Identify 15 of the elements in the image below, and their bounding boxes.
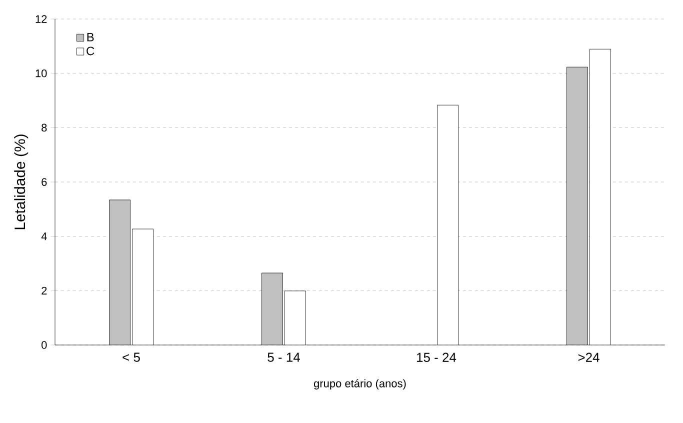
x-tick-label: >24 [578, 352, 600, 362]
y-tick-label: 4 [41, 232, 47, 240]
x-tick-label: 15 - 24 [417, 352, 456, 362]
y-axis-title: Letalidade (%) [14, 134, 28, 230]
y-tick-label: 2 [42, 286, 47, 294]
x-axis-title: grupo etário (anos) [314, 379, 406, 390]
y-tick-label: 6 [42, 178, 47, 186]
legend-label: B [87, 32, 94, 42]
y-tick-label: 0 [42, 341, 47, 349]
x-tick-label: 5 - 14 [268, 352, 300, 362]
y-tick-label: 8 [42, 124, 47, 132]
y-tick-label: 10 [36, 69, 47, 78]
legend-label: C [86, 46, 94, 56]
y-tick-label: 12 [36, 15, 47, 23]
x-tick-label: < 5 [122, 352, 140, 362]
